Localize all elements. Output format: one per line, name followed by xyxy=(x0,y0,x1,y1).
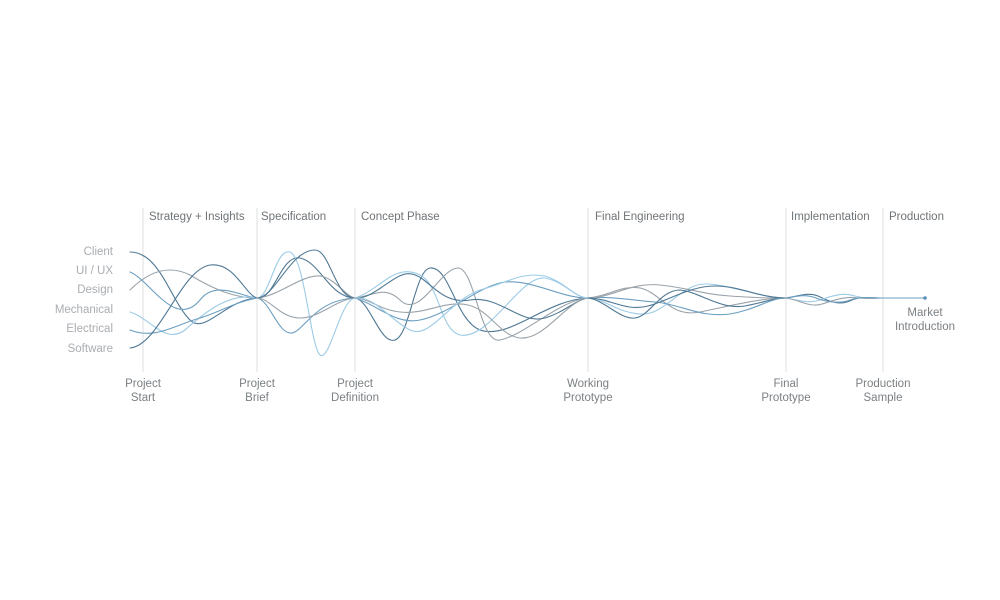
milestone-line1: Project xyxy=(239,378,276,390)
milestone-labels: Project Start Project Brief Project Defi… xyxy=(125,378,910,404)
strand-ui-ux xyxy=(129,269,258,299)
strand-software xyxy=(587,285,787,308)
market-introduction-label: Market Introduction xyxy=(895,307,955,333)
phase-label: Strategy + Insights xyxy=(149,211,245,223)
strand-extra xyxy=(354,274,589,333)
milestone-line2: Definition xyxy=(331,392,379,404)
strand-design xyxy=(256,275,356,299)
strand-electrical xyxy=(256,249,356,299)
phase-label: Implementation xyxy=(791,211,870,223)
phase-label: Final Engineering xyxy=(595,211,685,223)
team-label-design: Design xyxy=(77,284,113,296)
strand-design xyxy=(129,271,258,310)
milestone-line2: Start xyxy=(131,392,156,404)
team-label-mechanical: Mechanical xyxy=(55,304,113,316)
milestone-line2: Sample xyxy=(864,392,903,404)
team-labels: Client UI / UX Design Mechanical Electri… xyxy=(55,246,114,355)
team-label-ui-ux: UI / UX xyxy=(76,265,113,277)
strand-electrical xyxy=(129,297,258,334)
strand-mechanical xyxy=(587,296,787,316)
phase-labels: Strategy + Insights Specification Concep… xyxy=(149,211,944,223)
milestone-line1: Production xyxy=(856,378,911,390)
strand-mechanical xyxy=(129,296,258,336)
milestone-line2: Prototype xyxy=(563,392,612,404)
team-strands xyxy=(129,249,926,356)
strand-client xyxy=(354,267,589,341)
strand-software xyxy=(256,297,356,319)
strand-ui-ux xyxy=(354,271,589,336)
strand-design xyxy=(354,267,589,341)
milestone-line2: Brief xyxy=(245,392,269,404)
milestone-line1: Project xyxy=(125,378,162,390)
strand-software xyxy=(129,264,258,349)
milestone-line1: Project xyxy=(337,378,374,390)
strand-design xyxy=(587,289,787,319)
market-introduction-dot xyxy=(923,296,927,300)
end-label-line2: Introduction xyxy=(895,321,955,333)
milestone-line1: Working xyxy=(567,378,609,390)
strand-client xyxy=(129,251,258,325)
strand-software xyxy=(354,297,589,339)
team-label-client: Client xyxy=(84,246,114,258)
strand-client xyxy=(587,286,787,314)
strand-design xyxy=(785,296,884,306)
phase-label: Production xyxy=(889,211,944,223)
phase-dividers xyxy=(142,208,884,372)
end-label-line1: Market xyxy=(907,307,943,319)
team-label-electrical: Electrical xyxy=(66,323,113,335)
phase-label: Specification xyxy=(261,211,326,223)
strand-electrical xyxy=(354,273,589,320)
milestone-line2: Prototype xyxy=(761,392,810,404)
team-label-software: Software xyxy=(68,343,113,355)
phase-label: Concept Phase xyxy=(361,211,440,223)
strand-ui-ux xyxy=(256,251,356,356)
strand-mechanical xyxy=(785,295,884,303)
milestone-line1: Final xyxy=(774,378,799,390)
strand-mechanical xyxy=(256,297,356,334)
